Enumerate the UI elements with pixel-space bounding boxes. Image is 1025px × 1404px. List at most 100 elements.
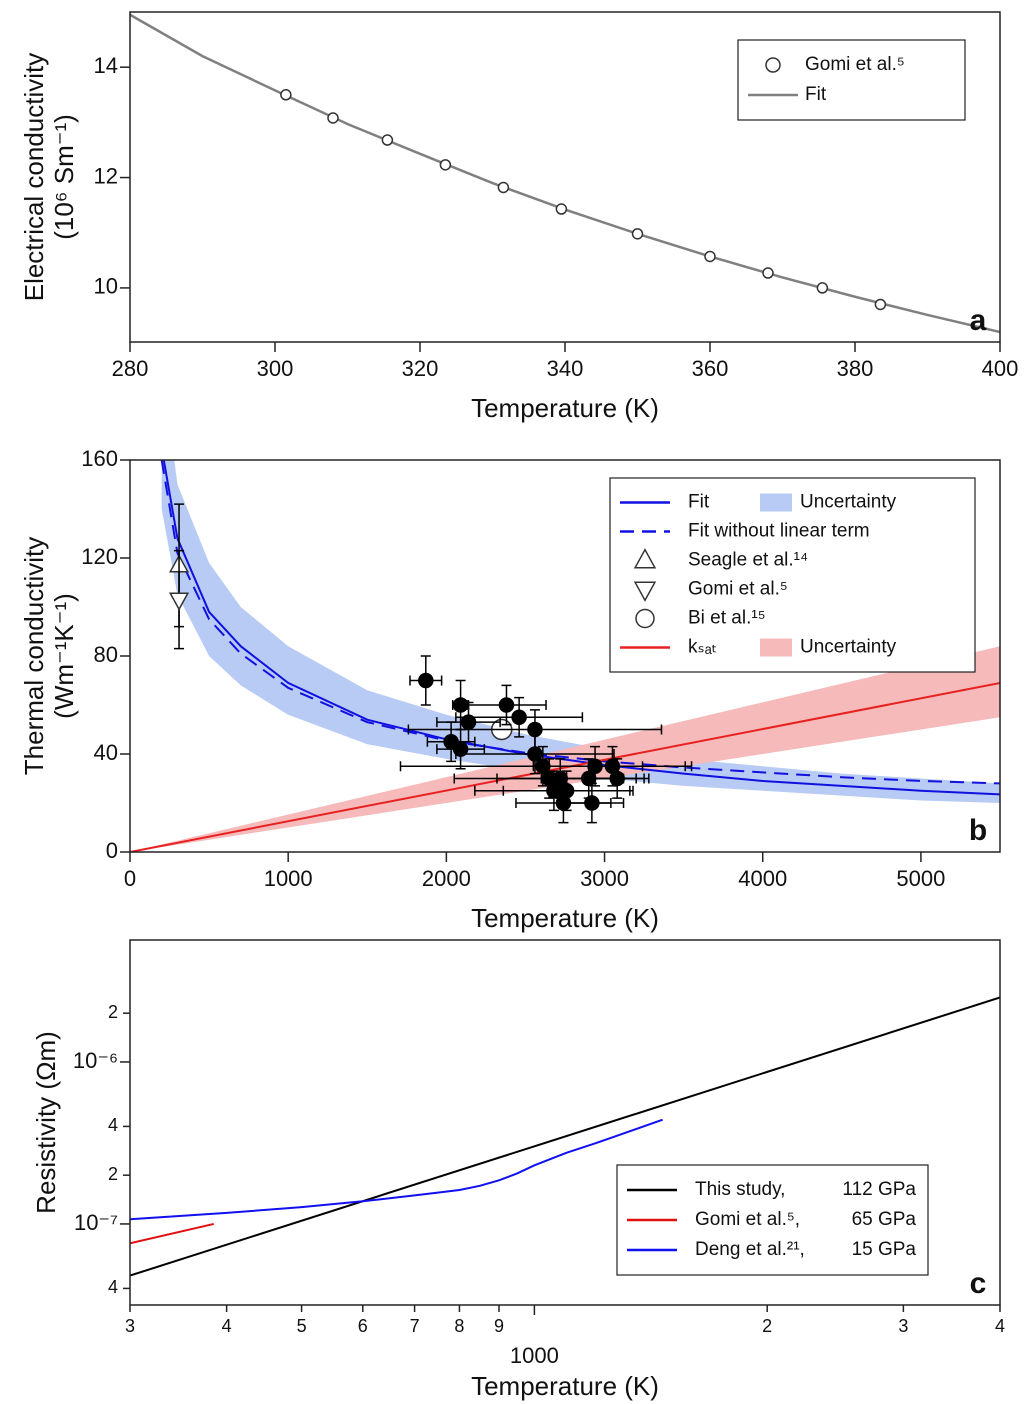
y-tick-label: 2 (108, 1164, 118, 1184)
legend-swatch (760, 493, 792, 512)
y-tick-label: 10⁻⁷ (74, 1210, 118, 1235)
y-axis-title: Electrical conductivity (19, 53, 49, 302)
legend-pressure: 65 GPa (852, 1209, 917, 1230)
x-tick-label: 380 (837, 356, 874, 381)
x-tick-label: 7 (410, 1316, 420, 1336)
legend: Gomi et al.⁵ Fit (737, 39, 966, 121)
marker (535, 758, 551, 774)
x-axis-title: Temperature (K) (471, 1371, 659, 1401)
legend-label: Fit (805, 84, 827, 105)
panel-label: c (970, 1267, 987, 1300)
legend-label: Gomi et al.⁵, (695, 1209, 800, 1230)
x-tick-label: 0 (124, 866, 136, 891)
legend-label: Fit (688, 492, 710, 513)
x-tick-label: 4000 (738, 866, 787, 891)
marker (874, 298, 887, 311)
legend: Fit Uncertainty Fit without linear term Sea… (609, 477, 976, 673)
line (130, 1118, 663, 1221)
y-tick-label: 2 (108, 1002, 118, 1022)
legend-label: Bi et al.¹⁵ (688, 608, 766, 629)
y-tick-label: 40 (94, 740, 118, 765)
y-tick-label: 10 (94, 274, 118, 299)
uncertainty-band (161, 460, 1000, 803)
legend-label: Deng et al.²¹, (695, 1239, 805, 1260)
x-tick-label: 2 (762, 1316, 772, 1336)
y-axis-title: Resistivity (Ωm) (31, 1031, 61, 1214)
marker (381, 134, 394, 146)
x-tick-label: 1000 (510, 1343, 559, 1368)
x-tick-label: 4 (222, 1316, 232, 1336)
marker (527, 721, 543, 738)
x-tick-label: 300 (257, 356, 294, 381)
marker (635, 608, 655, 629)
y-tick-label: 14 (94, 53, 118, 78)
x-tick-label: 5000 (896, 866, 945, 891)
legend-pressure: 112 GPa (842, 1179, 916, 1200)
x-tick-label: 1000 (264, 866, 313, 891)
legend-frame (737, 39, 966, 121)
legend-swatch (760, 638, 792, 657)
x-tick-label: 280 (112, 356, 149, 381)
x-axis-title: Temperature (K) (471, 393, 659, 423)
legend-label: Fit without linear term (688, 521, 870, 542)
y-tick-label: 4 (108, 1115, 118, 1135)
x-tick-label: 3 (125, 1316, 135, 1336)
uncertainty-band (130, 646, 1000, 852)
y-tick-label: 0 (106, 838, 118, 863)
x-tick-label: 3000 (580, 866, 629, 891)
panel-label: b (969, 814, 987, 847)
legend-label: Gomi et al.⁵ (688, 579, 788, 600)
line (130, 996, 1000, 1277)
marker (584, 795, 600, 811)
marker (527, 746, 543, 762)
x-tick-label: 4 (995, 1316, 1005, 1336)
y-tick-label: 160 (81, 446, 118, 471)
x-axis-title: Temperature (K) (471, 903, 659, 933)
marker (558, 783, 575, 799)
marker (497, 181, 510, 194)
line (130, 1222, 215, 1245)
marker (439, 159, 452, 171)
y-tick-label: 12 (94, 163, 118, 188)
legend-label: Uncertainty (800, 492, 897, 513)
legend: This study, 112 GPa Gomi et al.⁵, 65 GPa Den… (616, 1164, 929, 1276)
plot-area (130, 996, 1000, 1277)
y-axis-title: (Wm⁻¹K⁻¹) (49, 593, 79, 719)
legend-frame (609, 477, 976, 673)
plot-area (130, 460, 1000, 852)
marker (816, 282, 829, 294)
legend-label: This study, (695, 1179, 785, 1200)
legend-pressure: 15 GPa (852, 1239, 917, 1260)
plot-frame (129, 939, 1001, 1306)
marker (511, 709, 527, 725)
x-tick-label: 3 (898, 1316, 908, 1336)
legend-label: Seagle et al.¹⁴ (688, 550, 808, 571)
x-tick-label: 8 (454, 1316, 464, 1336)
marker (765, 57, 781, 73)
marker (418, 672, 434, 689)
marker-triangle-down (633, 581, 657, 602)
panel-label: a (970, 304, 987, 337)
y-axis-title: (10⁶ Sm⁻¹) (49, 114, 79, 240)
y-tick-label: 120 (81, 544, 118, 569)
marker (555, 203, 568, 215)
marker (452, 741, 469, 757)
marker (460, 714, 477, 730)
marker (552, 770, 569, 787)
line (162, 460, 1000, 796)
marker (704, 250, 716, 263)
line (160, 460, 1000, 785)
marker-triangle-down (168, 592, 190, 611)
marker (580, 770, 597, 787)
line (130, 681, 1000, 852)
marker (452, 697, 469, 713)
x-tick-label: 5 (297, 1316, 307, 1336)
y-axis-title: Thermal conductivity (19, 537, 49, 775)
legend-label: Gomi et al.⁵ (805, 54, 905, 75)
marker (762, 267, 774, 279)
marker (327, 112, 339, 124)
y-tick-label: 4 (108, 1277, 118, 1297)
x-tick-label: 6 (358, 1316, 368, 1336)
x-tick-label: 2000 (422, 866, 471, 891)
